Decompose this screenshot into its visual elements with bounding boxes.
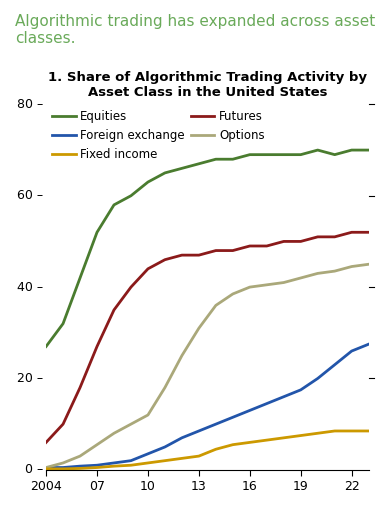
- Text: 80 –: 80 –: [17, 98, 43, 111]
- Legend: Equities, Foreign exchange, Fixed income, Futures, Options: Equities, Foreign exchange, Fixed income…: [52, 110, 265, 161]
- Text: 60 –: 60 –: [17, 189, 43, 202]
- Text: 0 –: 0 –: [25, 464, 43, 476]
- Text: 40 –: 40 –: [17, 281, 43, 293]
- Text: 20 –: 20 –: [17, 372, 43, 385]
- Text: Algorithmic trading has expanded across asset
classes.: Algorithmic trading has expanded across …: [15, 14, 376, 46]
- Title: 1. Share of Algorithmic Trading Activity by
Asset Class in the United States: 1. Share of Algorithmic Trading Activity…: [48, 71, 367, 99]
